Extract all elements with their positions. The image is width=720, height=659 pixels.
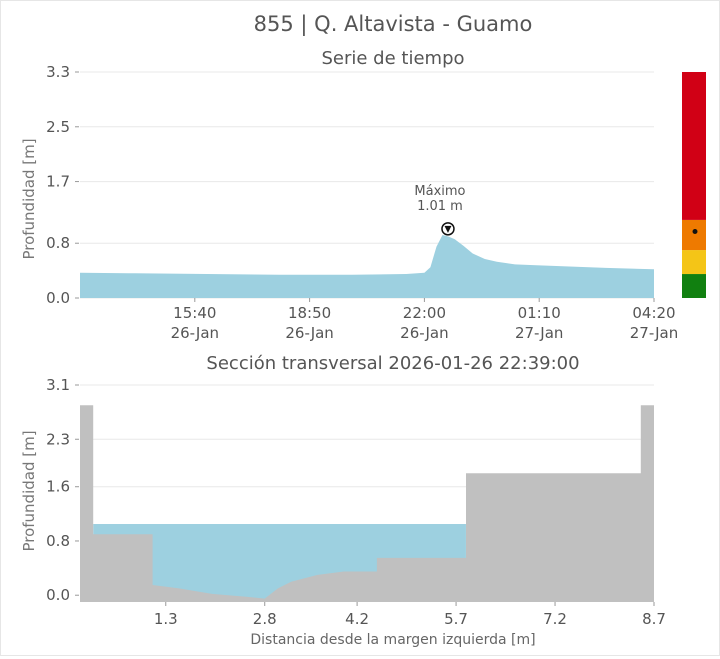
depth-area — [80, 235, 654, 298]
x-tick-time-label: 15:40 — [173, 304, 216, 322]
current-level-dot — [692, 229, 698, 235]
maximum-label: Máximo — [414, 184, 465, 199]
time-series-grid — [80, 71, 654, 299]
maximum-triangle-icon — [444, 225, 452, 233]
cross-section-yticks: 0.0 0.8 1.6 2.3 3.1 — [46, 376, 79, 604]
time-series-ylabel: Profundidad [m] — [20, 138, 38, 259]
x-tick-date-label: 26-Jan — [285, 324, 333, 342]
x-tick-label: 2.8 — [253, 610, 277, 628]
time-series-xticks: 15:40 26-Jan 18:50 26-Jan 22:00 26-Jan 01:10 27… — [171, 298, 678, 342]
x-tick-time-label: 01:10 — [518, 304, 561, 322]
x-tick-date-label: 27-Jan — [515, 324, 563, 342]
alert-level-segment — [682, 219, 706, 251]
cross-section-xlabel: Distancia desde la margen izquierda [m] — [250, 632, 535, 648]
ground-profile — [80, 405, 654, 602]
cross-section-title: Sección transversal 2026-01-26 22:39:00 — [206, 353, 579, 374]
y-tick-label: 1.6 — [46, 478, 70, 496]
cross-section-xticks: 1.3 2.8 4.2 5.7 7.2 8.7 — [154, 602, 666, 628]
y-tick-label: 0.0 — [46, 586, 70, 604]
x-tick-label: 8.7 — [642, 610, 666, 628]
x-tick-label: 4.2 — [345, 610, 369, 628]
x-tick-time-label: 18:50 — [288, 304, 331, 322]
cross-section-ylabel: Profundidad [m] — [20, 430, 38, 551]
x-tick-date-label: 26-Jan — [400, 324, 448, 342]
cross-section-chart: Sección transversal 2026-01-26 22:39:00 … — [20, 353, 666, 648]
maximum-annotation: Máximo 1.01 m — [414, 184, 466, 236]
y-tick-label: 2.5 — [46, 118, 70, 136]
maximum-value: 1.01 m — [417, 199, 463, 214]
y-tick-label: 0.8 — [46, 532, 70, 550]
alert-level-segment — [682, 250, 706, 275]
y-tick-label: 1.7 — [46, 173, 70, 191]
alert-level-segment — [682, 274, 706, 298]
time-series-chart: Serie de tiempo Profundidad [m] 0.0 0.8 1.… — [20, 48, 706, 342]
x-tick-label: 1.3 — [154, 610, 178, 628]
x-tick-time-label: 22:00 — [403, 304, 446, 322]
ground-layer — [80, 405, 654, 602]
time-series-area-layer — [80, 235, 654, 298]
figure-title: 855 | Q. Altavista - Guamo — [254, 12, 533, 37]
x-tick-date-label: 27-Jan — [630, 324, 678, 342]
y-tick-label: 0.8 — [46, 234, 70, 252]
alert-level-bar — [682, 72, 706, 298]
x-tick-label: 5.7 — [444, 610, 468, 628]
y-tick-label: 0.0 — [46, 289, 70, 307]
x-tick-date-label: 26-Jan — [171, 324, 219, 342]
x-tick-label: 7.2 — [543, 610, 567, 628]
y-tick-label: 2.3 — [46, 430, 70, 448]
y-tick-label: 3.3 — [46, 63, 70, 81]
time-series-title: Serie de tiempo — [321, 48, 464, 69]
alert-level-segment — [682, 72, 706, 220]
y-tick-label: 3.1 — [46, 376, 70, 394]
x-tick-time-label: 04:20 — [632, 304, 675, 322]
time-series-yticks: 0.0 0.8 1.7 2.5 3.3 — [46, 63, 79, 307]
